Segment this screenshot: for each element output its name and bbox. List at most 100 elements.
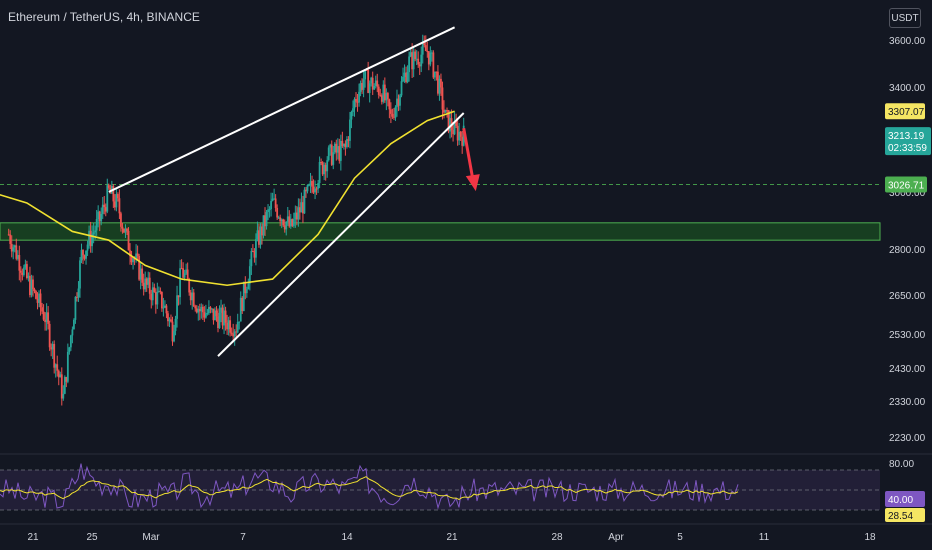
candle-body [393, 116, 395, 118]
candle-body [176, 295, 178, 319]
candle-body [107, 185, 110, 188]
candle-body [423, 43, 426, 46]
currency-button[interactable]: USDT [889, 8, 921, 28]
time-tick-label: 7 [240, 532, 246, 543]
candle-body [288, 216, 291, 227]
ma-value-label-bg [885, 103, 925, 120]
candle-body [362, 79, 365, 90]
support-level-label-bg [885, 176, 927, 193]
candle-body [73, 319, 75, 330]
candle-body [35, 291, 37, 299]
candle-body [12, 247, 15, 252]
candle-body [77, 288, 80, 298]
rsi-value-label-bg [885, 491, 925, 507]
candle-body [98, 211, 101, 222]
candle-body [274, 198, 277, 208]
price-tick-label: 2800.00 [889, 245, 926, 256]
candle-body [415, 58, 418, 60]
demand-zone [0, 222, 881, 241]
price-tick-label: 3400.00 [889, 83, 926, 94]
candle-body [367, 69, 370, 93]
candle-body [440, 78, 442, 88]
candle-body [183, 273, 186, 278]
candle-body [352, 108, 354, 112]
candle-body [373, 85, 376, 90]
candle-body [402, 76, 404, 82]
candle-body [435, 71, 438, 73]
candle-body [224, 310, 227, 323]
candles [7, 34, 465, 406]
candle-body [212, 308, 215, 321]
candle-body [132, 258, 134, 263]
candle-body [145, 278, 148, 285]
candle-body [327, 147, 330, 161]
candle-body [74, 296, 77, 320]
candle-body [209, 307, 212, 309]
candle-body [289, 219, 292, 227]
candle-body [142, 282, 145, 290]
candle-body [92, 232, 95, 235]
candle-body [106, 185, 109, 212]
candle-body [94, 230, 97, 233]
candle-body [44, 319, 46, 323]
candle-body [358, 91, 360, 103]
candle-body [79, 260, 81, 289]
candle-body [189, 292, 192, 301]
candle-body [452, 129, 454, 135]
rsi-value-label: 40.00 [888, 495, 913, 506]
candle-body [123, 228, 125, 233]
candle-body [364, 69, 367, 80]
candle-body [368, 83, 371, 93]
candle-body [86, 244, 89, 251]
candle-body [197, 308, 200, 313]
candle-body [165, 305, 168, 314]
candle-body [370, 77, 373, 84]
candle-body [203, 312, 206, 318]
candle-body [211, 308, 213, 310]
chart-title: Ethereum / TetherUS, 4h, BINANCE [8, 10, 200, 24]
candle-body [432, 52, 435, 78]
candle-body [104, 207, 107, 212]
candle-body [270, 200, 272, 210]
candle-body [248, 266, 251, 284]
candle-body [62, 393, 65, 399]
candle-body [120, 213, 122, 227]
candle-body [144, 278, 147, 290]
candle-body [458, 131, 461, 141]
candle-body [295, 212, 298, 220]
candle-body [321, 162, 324, 175]
candle-body [396, 98, 398, 108]
candle-body [437, 71, 439, 94]
candle-body [218, 312, 221, 329]
candle-body [347, 139, 350, 141]
candle-body [208, 307, 210, 314]
candle-body [126, 228, 128, 231]
candle-body [36, 298, 39, 303]
candle-body [26, 264, 28, 279]
candle-body [341, 140, 344, 147]
candle-body [418, 64, 421, 67]
candle-body [446, 109, 448, 111]
candle-body [60, 374, 63, 399]
candle-body [292, 219, 295, 226]
candle-body [305, 189, 307, 192]
candle-body [153, 287, 156, 293]
price-axis: 3600.00 3400.00 3000.00 2800.00 2650.00 2530.… [889, 36, 926, 444]
candle-body [16, 255, 19, 259]
candle-body [380, 95, 383, 102]
candle-body [130, 256, 133, 263]
candle-body [391, 113, 394, 117]
candle-body [342, 143, 345, 147]
candle-body [346, 139, 348, 148]
candle-body [271, 198, 274, 201]
candle-body [417, 58, 420, 65]
candle-body [115, 194, 118, 208]
candle-body [170, 319, 172, 322]
candle-body [400, 81, 403, 96]
candle-body [309, 180, 312, 185]
candle-body [159, 290, 162, 292]
lower-trendline [217, 112, 465, 357]
candle-body [19, 270, 22, 273]
candle-body [406, 72, 409, 83]
